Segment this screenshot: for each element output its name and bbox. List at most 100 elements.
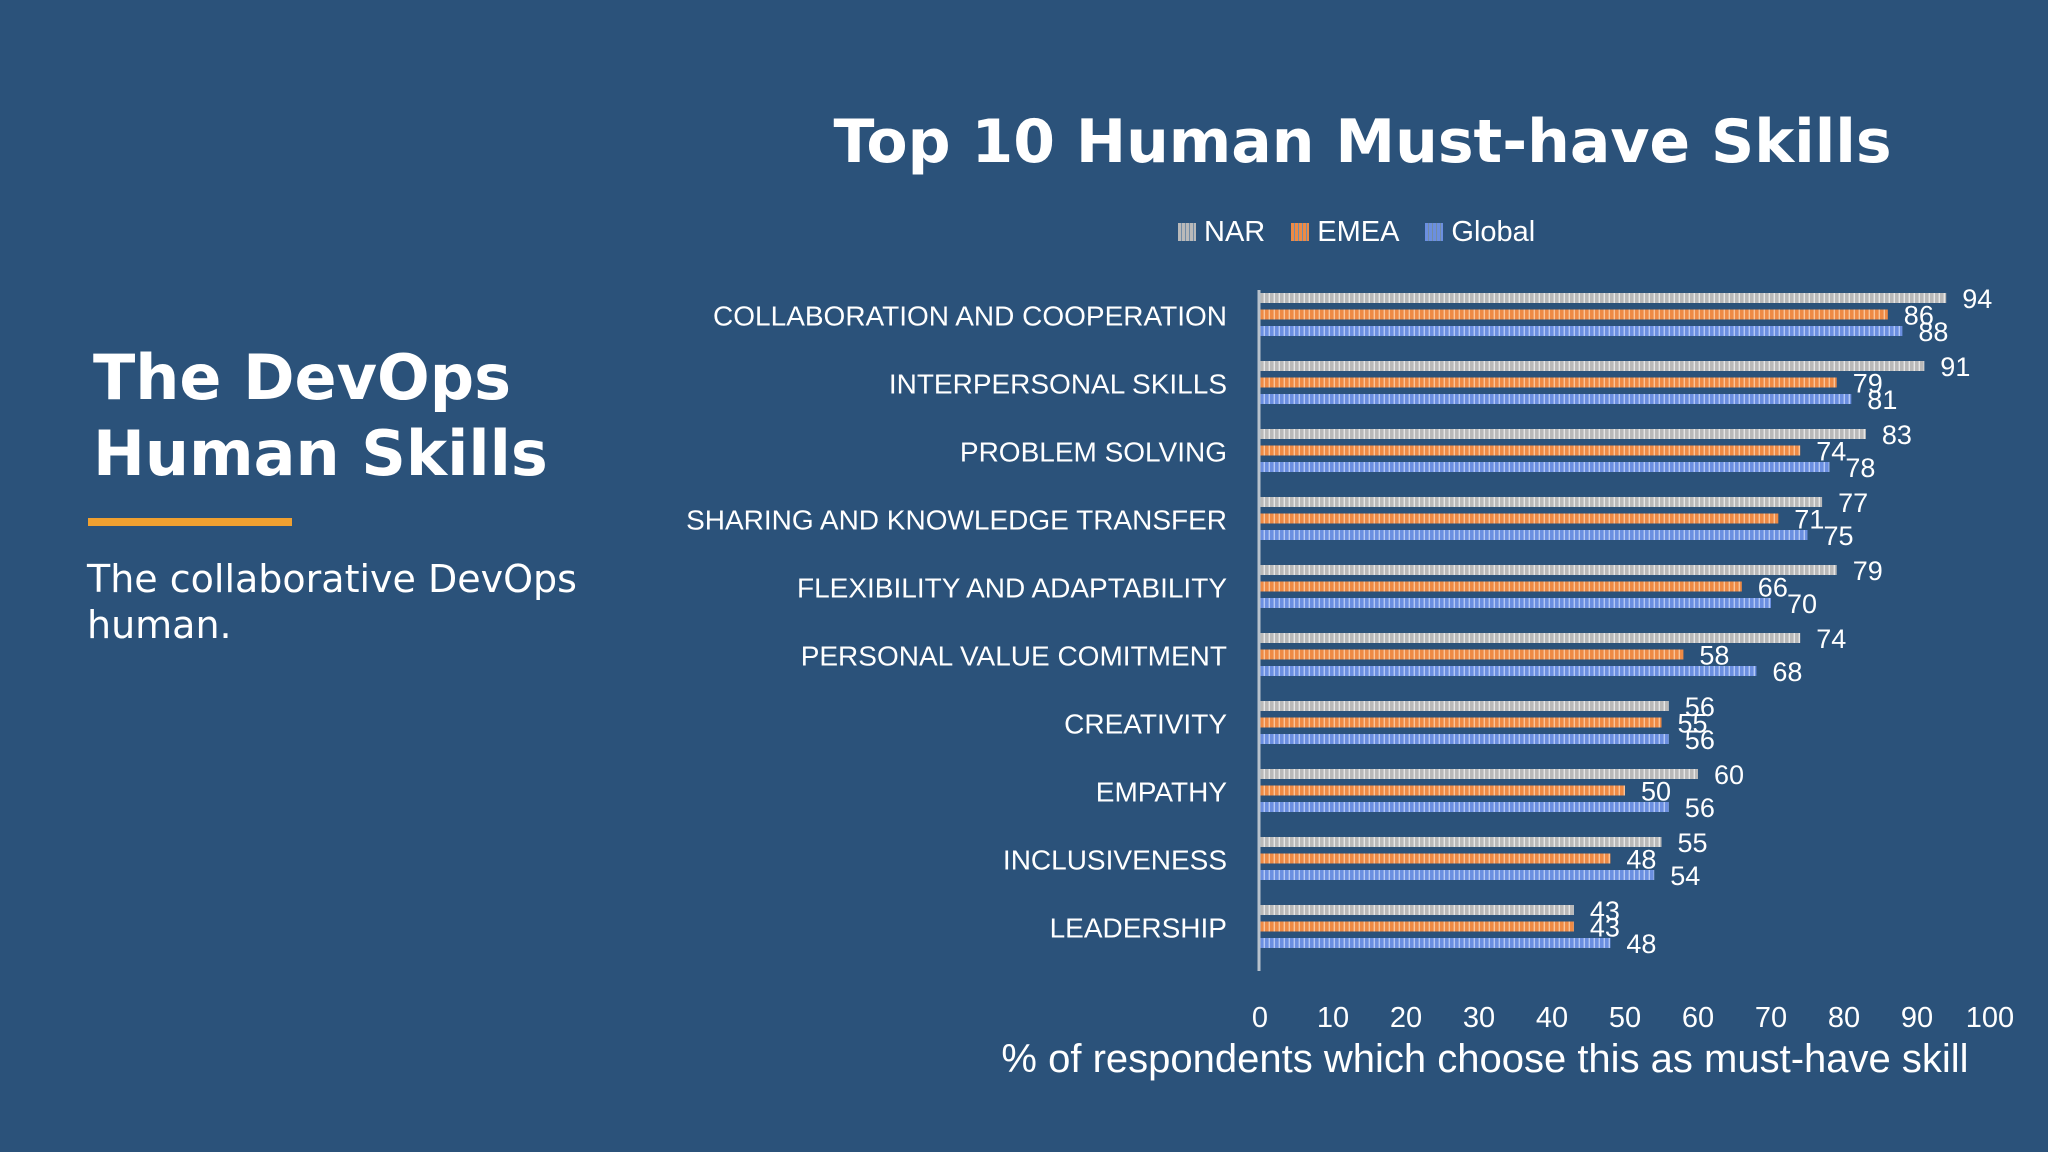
bar-global-problem-solving [1260, 462, 1830, 472]
data-label-nar-sharing-and-knowledge-transfer: 77 [1838, 488, 1868, 518]
data-label-emea-personal-value-comitment: 58 [1699, 641, 1729, 671]
x-tick-label-10: 10 [1317, 1002, 1349, 1034]
x-tick-label-70: 70 [1755, 1002, 1787, 1034]
bar-nar-sharing-and-knowledge-transfer [1260, 497, 1823, 507]
bar-emea-leadership [1260, 921, 1574, 932]
legend-swatch-emea [1291, 223, 1310, 241]
bar-nar-empathy [1260, 769, 1698, 779]
bar-emea-inclusiveness [1260, 853, 1611, 864]
x-tick-label-0: 0 [1252, 1002, 1268, 1034]
chart-legend: NAR EMEA Global [1178, 212, 1535, 252]
title-accent-rule [88, 518, 292, 526]
bar-emea-flexibility-and-adaptability [1260, 581, 1742, 592]
category-label-creativity: CREATIVITY [1064, 709, 1227, 740]
data-label-global-leadership: 48 [1626, 929, 1656, 959]
data-label-nar-collaboration-and-cooperation: 94 [1962, 284, 1992, 314]
slide-title-line-1: The DevOps [93, 341, 511, 414]
bar-emea-interpersonal-skills [1260, 377, 1837, 388]
bar-nar-collaboration-and-cooperation [1260, 293, 1947, 303]
x-tick-label-30: 30 [1463, 1002, 1495, 1034]
data-label-global-flexibility-and-adaptability: 70 [1787, 589, 1817, 619]
x-tick-label-40: 40 [1536, 1002, 1568, 1034]
bar-global-inclusiveness [1260, 870, 1655, 880]
legend-label-emea: EMEA [1317, 215, 1400, 248]
legend-swatch-nar [1178, 223, 1196, 241]
data-label-nar-inclusiveness: 55 [1678, 828, 1708, 858]
data-label-nar-creativity: 56 [1685, 692, 1715, 722]
data-label-nar-flexibility-and-adaptability: 79 [1853, 556, 1883, 586]
category-label-problem-solving: PROBLEM SOLVING [960, 437, 1227, 468]
bar-global-sharing-and-knowledge-transfer [1260, 530, 1808, 540]
data-label-global-inclusiveness: 54 [1670, 861, 1700, 891]
category-label-sharing-and-knowledge-transfer: SHARING AND KNOWLEDGE TRANSFER [686, 505, 1227, 536]
data-label-nar-interpersonal-skills: 91 [1940, 352, 1970, 382]
category-label-leadership: LEADERSHIP [1050, 913, 1227, 944]
bar-emea-creativity [1260, 717, 1662, 728]
x-tick-label-60: 60 [1682, 1002, 1714, 1034]
data-label-emea-inclusiveness: 48 [1626, 845, 1656, 875]
data-label-global-interpersonal-skills: 81 [1867, 385, 1897, 415]
data-label-emea-problem-solving: 74 [1816, 437, 1846, 467]
x-axis-ticks: 0 10 20 30 40 50 60 70 80 90 100 [1252, 1002, 2014, 1034]
data-label-emea-collaboration-and-cooperation: 86 [1904, 301, 1934, 331]
category-label-collaboration-and-cooperation: COLLABORATION AND COOPERATION [713, 301, 1227, 332]
data-label-global-problem-solving: 78 [1845, 453, 1875, 483]
bar-emea-empathy [1260, 785, 1625, 796]
data-label-emea-leadership: 43 [1590, 913, 1620, 943]
data-labels: 9486889179818374787771757966707458685655… [1590, 284, 1992, 959]
x-tick-label-90: 90 [1901, 1002, 1933, 1034]
legend-item-nar: NAR [1178, 216, 1265, 249]
bar-global-collaboration-and-cooperation [1260, 326, 1903, 336]
slide-subtitle: The collaborative DevOps human. [87, 557, 577, 647]
bar-emea-collaboration-and-cooperation [1260, 309, 1888, 320]
bar-emea-personal-value-comitment [1260, 649, 1684, 660]
data-label-emea-creativity: 55 [1678, 709, 1708, 739]
category-labels: COLLABORATION AND COOPERATION INTERPERSON… [686, 301, 1227, 944]
bar-global-interpersonal-skills [1260, 394, 1852, 404]
bar-emea-problem-solving [1260, 445, 1801, 456]
data-label-nar-problem-solving: 83 [1882, 420, 1912, 450]
bar-nar-interpersonal-skills [1260, 361, 1925, 371]
data-label-global-collaboration-and-cooperation: 88 [1918, 317, 1948, 347]
legend-item-emea: EMEA [1291, 216, 1399, 249]
bar-global-leadership [1260, 938, 1611, 948]
legend-swatch-global [1425, 223, 1444, 241]
data-label-emea-empathy: 50 [1641, 777, 1671, 807]
bar-global-personal-value-comitment [1260, 666, 1757, 676]
data-label-emea-sharing-and-knowledge-transfer: 71 [1794, 505, 1824, 535]
category-label-personal-value-comitment: PERSONAL VALUE COMITMENT [801, 641, 1227, 672]
x-axis-title: % of respondents which choose this as mu… [1001, 1037, 1969, 1081]
slide-title-line-2: Human Skills [93, 417, 548, 490]
bar-nar-problem-solving [1260, 429, 1866, 439]
x-tick-label-100: 100 [1966, 1002, 2014, 1034]
chart-title: Top 10 Human Must-have Skills [833, 107, 1892, 177]
data-label-emea-interpersonal-skills: 79 [1853, 369, 1883, 399]
bar-global-empathy [1260, 802, 1669, 812]
bar-nar-creativity [1260, 701, 1669, 711]
x-tick-label-50: 50 [1609, 1002, 1641, 1034]
bars-layer [1260, 293, 1947, 948]
bar-nar-leadership [1260, 905, 1574, 915]
category-label-interpersonal-skills: INTERPERSONAL SKILLS [889, 369, 1227, 400]
bar-global-flexibility-and-adaptability [1260, 598, 1771, 608]
bar-emea-sharing-and-knowledge-transfer [1260, 513, 1779, 524]
category-label-empathy: EMPATHY [1096, 777, 1228, 808]
bar-nar-inclusiveness [1260, 837, 1662, 847]
slide-title: The DevOps Human Skills [93, 340, 653, 492]
data-label-global-sharing-and-knowledge-transfer: 75 [1824, 521, 1854, 551]
data-label-nar-leadership: 43 [1590, 896, 1620, 926]
legend-item-global: Global [1425, 216, 1535, 249]
data-label-nar-empathy: 60 [1714, 760, 1744, 790]
legend-label-nar: NAR [1204, 215, 1266, 248]
data-label-nar-personal-value-comitment: 74 [1816, 624, 1846, 654]
x-tick-label-20: 20 [1390, 1002, 1422, 1034]
legend-label-global: Global [1451, 215, 1536, 248]
data-label-emea-flexibility-and-adaptability: 66 [1758, 573, 1788, 603]
bar-nar-personal-value-comitment [1260, 633, 1801, 643]
data-label-global-creativity: 56 [1685, 725, 1715, 755]
category-label-inclusiveness: INCLUSIVENESS [1003, 845, 1227, 876]
category-label-flexibility-and-adaptability: FLEXIBILITY AND ADAPTABILITY [797, 573, 1227, 604]
bar-nar-flexibility-and-adaptability [1260, 565, 1837, 575]
